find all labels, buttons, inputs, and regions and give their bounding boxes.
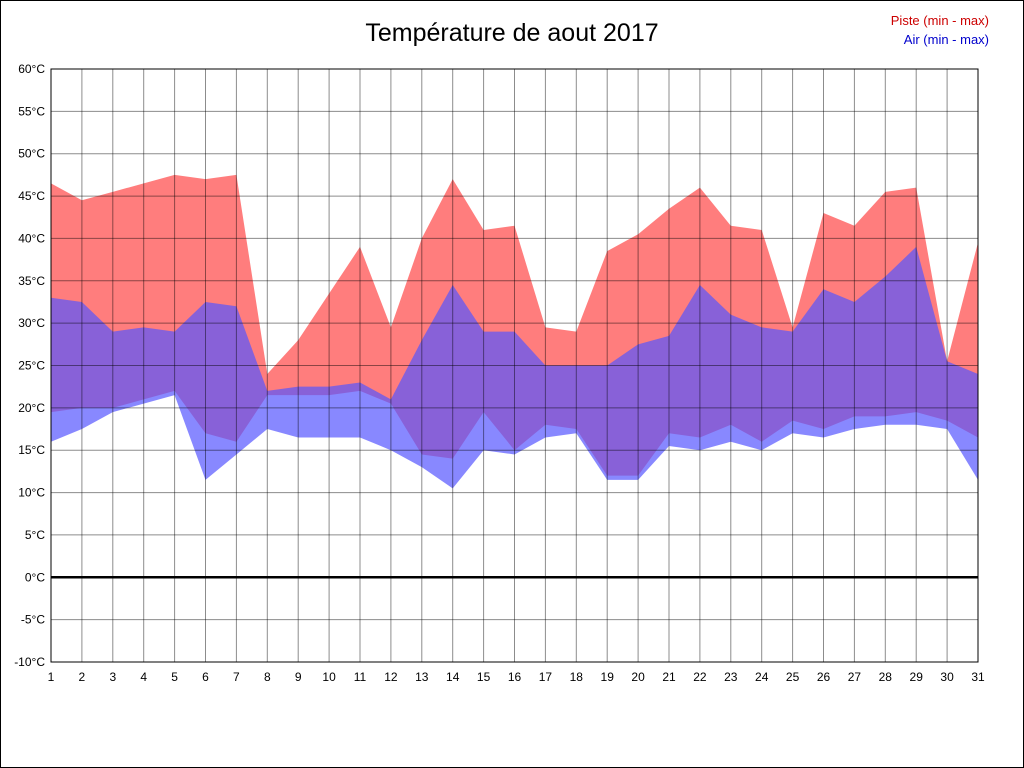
y-tick-label: 30°C	[18, 316, 45, 330]
y-tick-label: 60°C	[18, 62, 45, 76]
y-tick-label: 10°C	[18, 486, 45, 500]
x-tick-label: 30	[940, 670, 954, 684]
legend-air-label: Air (min - max)	[903, 32, 989, 47]
x-tick-label: 18	[570, 670, 584, 684]
y-tick-label: 0°C	[25, 570, 45, 584]
chart-title: Température de aout 2017	[365, 19, 659, 47]
y-tick-label: 15°C	[18, 443, 45, 457]
y-tick-label: 50°C	[18, 147, 45, 161]
x-tick-label: 4	[140, 670, 147, 684]
x-tick-label: 17	[539, 670, 553, 684]
y-tick-label: 55°C	[18, 104, 45, 118]
x-tick-label: 2	[79, 670, 86, 684]
x-tick-label: 14	[446, 670, 460, 684]
x-tick-label: 27	[848, 670, 862, 684]
y-tick-label: 25°C	[18, 359, 45, 373]
x-tick-label: 9	[295, 670, 302, 684]
legend-piste-label: Piste (min - max)	[890, 13, 989, 28]
x-tick-label: 15	[477, 670, 491, 684]
y-tick-label: 20°C	[18, 401, 45, 415]
x-tick-label: 16	[508, 670, 522, 684]
x-tick-label: 11	[354, 670, 367, 684]
x-tick-label: 8	[264, 670, 271, 684]
x-tick-label: 12	[384, 670, 398, 684]
x-tick-label: 6	[202, 670, 209, 684]
x-tick-label: 31	[971, 670, 985, 684]
x-tick-label: 21	[662, 670, 676, 684]
x-tick-label: 1	[48, 670, 55, 684]
x-tick-label: 19	[601, 670, 615, 684]
x-tick-label: 22	[693, 670, 707, 684]
y-tick-label: 45°C	[18, 189, 45, 203]
x-tick-label: 3	[109, 670, 116, 684]
x-tick-label: 29	[910, 670, 924, 684]
x-tick-label: 10	[322, 670, 336, 684]
y-tick-label: -10°C	[14, 655, 45, 669]
x-tick-label: 24	[755, 670, 769, 684]
y-tick-label: 5°C	[25, 528, 45, 542]
x-tick-label: 28	[879, 670, 893, 684]
y-tick-label: -5°C	[21, 613, 45, 627]
x-tick-label: 26	[817, 670, 831, 684]
x-tick-label: 25	[786, 670, 800, 684]
y-tick-label: 35°C	[18, 274, 45, 288]
x-tick-label: 20	[631, 670, 645, 684]
x-tick-label: 7	[233, 670, 240, 684]
legend: Piste (min - max) Air (min - max)	[891, 11, 989, 49]
x-tick-label: 5	[171, 670, 178, 684]
x-tick-label: 23	[724, 670, 738, 684]
x-tick-label: 13	[415, 670, 429, 684]
y-tick-label: 40°C	[18, 231, 45, 245]
